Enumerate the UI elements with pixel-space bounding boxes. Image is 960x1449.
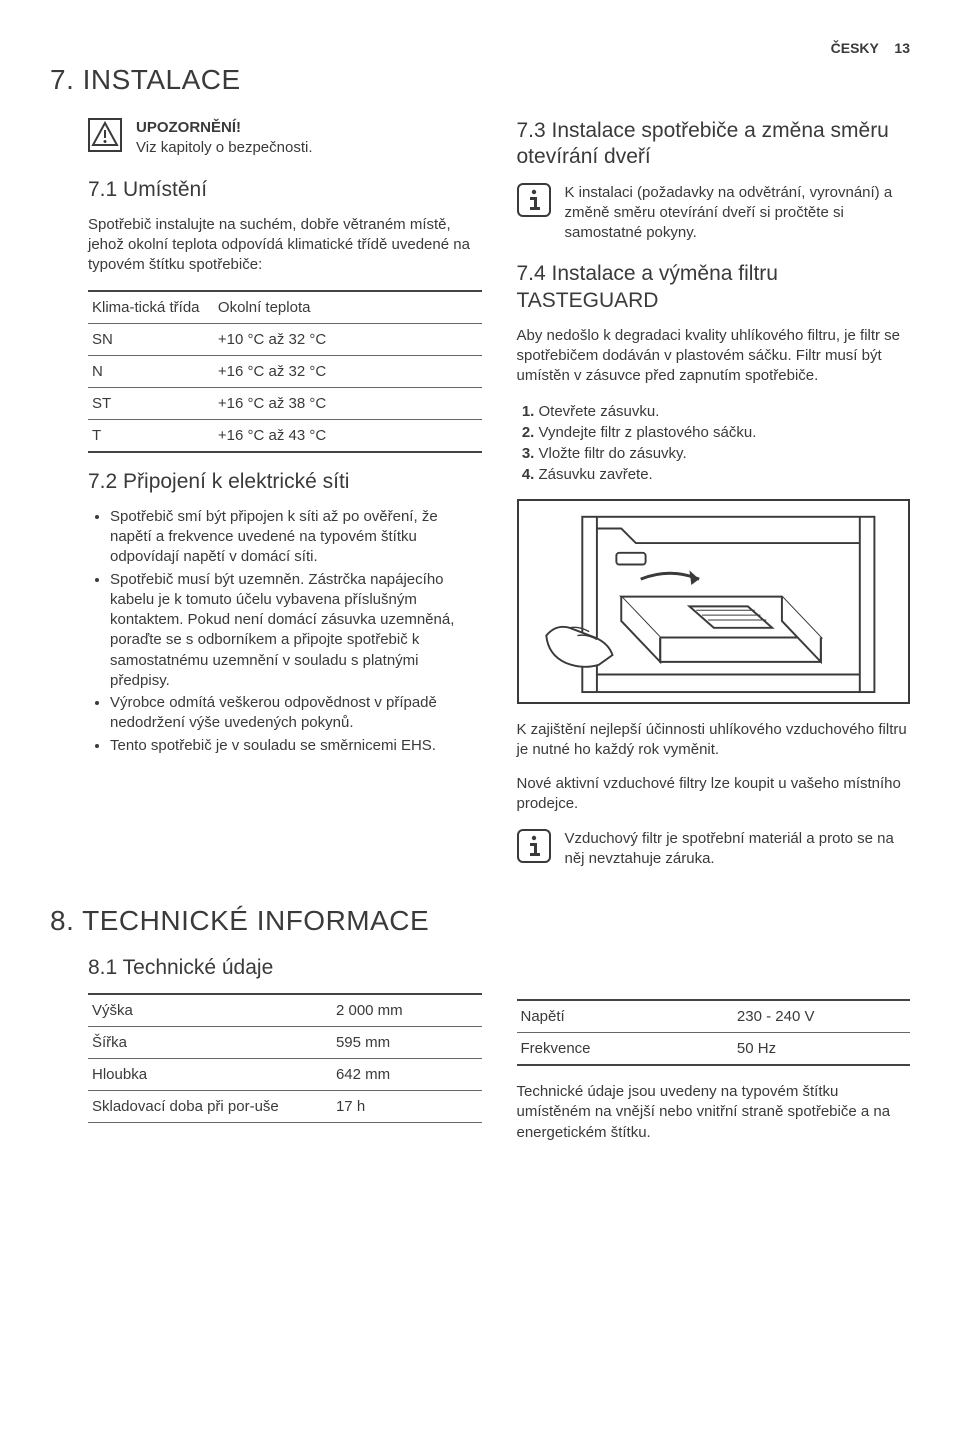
table-cell: 2 000 mm <box>332 994 482 1027</box>
section-7-4-p1: Aby nedošlo k degradaci kvality uhlíkové… <box>517 326 911 387</box>
tech-table-right: Napětí 230 - 240 V Frekvence 50 Hz <box>517 999 911 1066</box>
header-page: 13 <box>894 40 910 56</box>
table-cell: Hloubka <box>88 1059 332 1091</box>
list-item: Vyndejte filtr z plastového sáčku. <box>539 422 911 443</box>
section-7-4-p3: Nové aktivní vzduchové filtry lze koupit… <box>517 774 911 815</box>
section-8-1-title: 8.1 Technické údaje <box>88 955 482 981</box>
table-cell: Napětí <box>517 1000 733 1033</box>
info-icon <box>517 829 551 863</box>
section-7-1-intro: Spotřebič instalujte na suchém, dobře vě… <box>88 215 482 276</box>
table-cell: 50 Hz <box>733 1033 910 1066</box>
header-lang: ČESKY <box>831 40 879 56</box>
table-header-col1: Klima-tická třída <box>88 291 214 324</box>
warning-icon <box>88 118 122 152</box>
table-cell: SN <box>88 323 214 355</box>
table-cell: 230 - 240 V <box>733 1000 910 1033</box>
page-header: ČESKY 13 <box>50 40 910 56</box>
table-cell: 17 h <box>332 1091 482 1123</box>
warning-title: UPOZORNĚNÍ! <box>136 118 313 138</box>
table-cell: +10 °C až 32 °C <box>214 323 482 355</box>
list-item: Výrobce odmítá veškerou odpovědnost v př… <box>110 693 482 734</box>
table-cell: +16 °C až 38 °C <box>214 387 482 419</box>
section-8-title: 8. TECHNICKÉ INFORMACE <box>50 905 910 937</box>
section-8-footer: Technické údaje jsou uvedeny na typovém … <box>517 1082 911 1143</box>
table-header-col2: Okolní teplota <box>214 291 482 324</box>
info-callout-2: Vzduchový filtr je spotřební materiál a … <box>517 829 911 870</box>
right-column-8: Napětí 230 - 240 V Frekvence 50 Hz Techn… <box>517 955 911 1157</box>
table-cell: 642 mm <box>332 1059 482 1091</box>
table-cell: Frekvence <box>517 1033 733 1066</box>
climate-class-table: Klima-tická třída Okolní teplota SN +10 … <box>88 290 482 453</box>
section-7-title: 7. INSTALACE <box>50 64 910 96</box>
list-item: Spotřebič musí být uzemněn. Zástrčka nap… <box>110 570 482 692</box>
section-7-2-title: 7.2 Připojení k elektrické síti <box>88 469 482 495</box>
info-text: K instalaci (požadavky na odvětrání, vyr… <box>565 183 911 244</box>
section-7-2-bullets: Spotřebič smí být připojen k síti až po … <box>88 507 482 756</box>
section-7-1-title: 7.1 Umístění <box>88 177 482 203</box>
info-icon <box>517 183 551 217</box>
left-column: UPOZORNĚNÍ! Viz kapitoly o bezpečnosti. … <box>50 118 482 887</box>
list-item: Tento spotřebič je v souladu se směrnice… <box>110 736 482 756</box>
section-7-4-title: 7.4 Instalace a výměna filtru TASTEGUARD <box>517 261 911 314</box>
list-item: Vložte filtr do zásuvky. <box>539 443 911 464</box>
list-item: Spotřebič smí být připojen k síti až po … <box>110 507 482 568</box>
table-cell: 595 mm <box>332 1027 482 1059</box>
list-item: Otevřete zásuvku. <box>539 401 911 422</box>
table-cell: ST <box>88 387 214 419</box>
table-cell: +16 °C až 43 °C <box>214 419 482 452</box>
tech-table-left: Výška 2 000 mm Šířka 595 mm Hloubka 642 … <box>88 993 482 1123</box>
table-cell: Výška <box>88 994 332 1027</box>
warning-callout: UPOZORNĚNÍ! Viz kapitoly o bezpečnosti. <box>88 118 482 159</box>
right-column: 7.3 Instalace spotřebiče a změna směru o… <box>517 118 911 887</box>
info-callout: K instalaci (požadavky na odvětrání, vyr… <box>517 183 911 244</box>
table-cell: Šířka <box>88 1027 332 1059</box>
table-cell: +16 °C až 32 °C <box>214 355 482 387</box>
left-column-8: 8.1 Technické údaje Výška 2 000 mm Šířka… <box>50 955 482 1157</box>
filter-diagram <box>517 499 911 704</box>
list-item: Zásuvku zavřete. <box>539 464 911 485</box>
table-cell: T <box>88 419 214 452</box>
section-7-4-steps: Otevřete zásuvku. Vyndejte filtr z plast… <box>517 401 911 485</box>
section-7-3-title: 7.3 Instalace spotřebiče a změna směru o… <box>517 118 911 171</box>
section-7-4-p2: K zajištění nejlepší účinnosti uhlíkovéh… <box>517 720 911 761</box>
table-cell: Skladovací doba při por-uše <box>88 1091 332 1123</box>
warning-text: Viz kapitoly o bezpečnosti. <box>136 138 313 158</box>
info-text-2: Vzduchový filtr je spotřební materiál a … <box>565 829 911 870</box>
table-cell: N <box>88 355 214 387</box>
